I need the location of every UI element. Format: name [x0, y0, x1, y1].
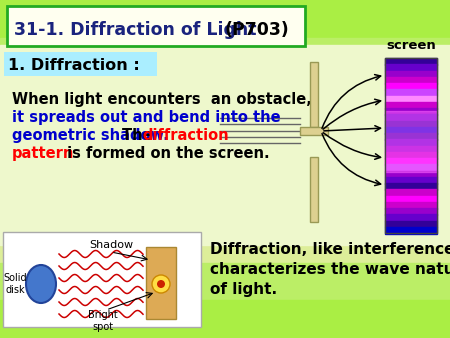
Bar: [0, 225, 450, 263]
Bar: [385, 202, 437, 209]
Bar: [385, 208, 437, 215]
Bar: [385, 195, 437, 202]
Text: screen: screen: [386, 39, 436, 52]
Bar: [310, 62, 318, 127]
Bar: [0, 113, 450, 150]
Bar: [385, 111, 437, 172]
Text: geometric shadow.: geometric shadow.: [12, 128, 179, 143]
Bar: [385, 127, 437, 134]
Bar: [0, 263, 450, 300]
Text: diffraction: diffraction: [142, 128, 229, 143]
Bar: [0, 0, 450, 38]
Text: 31-1. Diffraction of Light: 31-1. Diffraction of Light: [14, 21, 262, 39]
Text: (P703): (P703): [225, 21, 290, 39]
Bar: [385, 145, 437, 152]
Text: is formed on the screen.: is formed on the screen.: [62, 146, 270, 161]
Bar: [385, 58, 437, 233]
Text: Diffraction, like interference,: Diffraction, like interference,: [210, 242, 450, 257]
Bar: [300, 127, 328, 135]
Bar: [385, 102, 437, 108]
Bar: [0, 38, 450, 75]
Ellipse shape: [152, 275, 170, 293]
Bar: [4, 52, 157, 76]
Bar: [385, 89, 437, 96]
Bar: [0, 300, 450, 338]
Text: 1. Diffraction :: 1. Diffraction :: [8, 57, 145, 72]
Bar: [385, 121, 437, 127]
Circle shape: [157, 280, 165, 288]
Bar: [385, 189, 437, 196]
Text: Bright
spot: Bright spot: [88, 310, 118, 332]
Bar: [385, 108, 437, 115]
Bar: [385, 158, 437, 165]
Bar: [385, 214, 437, 221]
Bar: [385, 152, 437, 159]
Bar: [385, 170, 437, 177]
Bar: [385, 139, 437, 146]
Text: Solid
disk: Solid disk: [3, 273, 27, 295]
Ellipse shape: [26, 265, 56, 303]
Bar: [146, 247, 176, 319]
Bar: [385, 177, 437, 184]
Text: characterizes the wave nature: characterizes the wave nature: [210, 262, 450, 277]
Text: Shadow: Shadow: [89, 240, 133, 250]
Bar: [385, 96, 437, 102]
Bar: [385, 114, 437, 121]
Bar: [385, 77, 437, 83]
Bar: [385, 164, 437, 171]
Bar: [310, 157, 318, 222]
Bar: [385, 183, 437, 190]
Text: When light encounters  an obstacle,: When light encounters an obstacle,: [12, 92, 312, 107]
Bar: [385, 58, 437, 65]
Text: of light.: of light.: [210, 282, 277, 297]
Bar: [385, 64, 437, 71]
Bar: [0, 45, 450, 245]
Bar: [385, 71, 437, 77]
Bar: [385, 227, 437, 234]
Bar: [385, 83, 437, 90]
Text: pattern: pattern: [12, 146, 74, 161]
FancyBboxPatch shape: [7, 6, 305, 46]
Bar: [3, 232, 201, 327]
Text: it spreads out and bend into the: it spreads out and bend into the: [12, 110, 281, 125]
Bar: [385, 220, 437, 227]
Bar: [0, 150, 450, 188]
Bar: [385, 133, 437, 140]
Bar: [0, 75, 450, 113]
Bar: [0, 188, 450, 225]
Text: The: The: [122, 128, 158, 143]
